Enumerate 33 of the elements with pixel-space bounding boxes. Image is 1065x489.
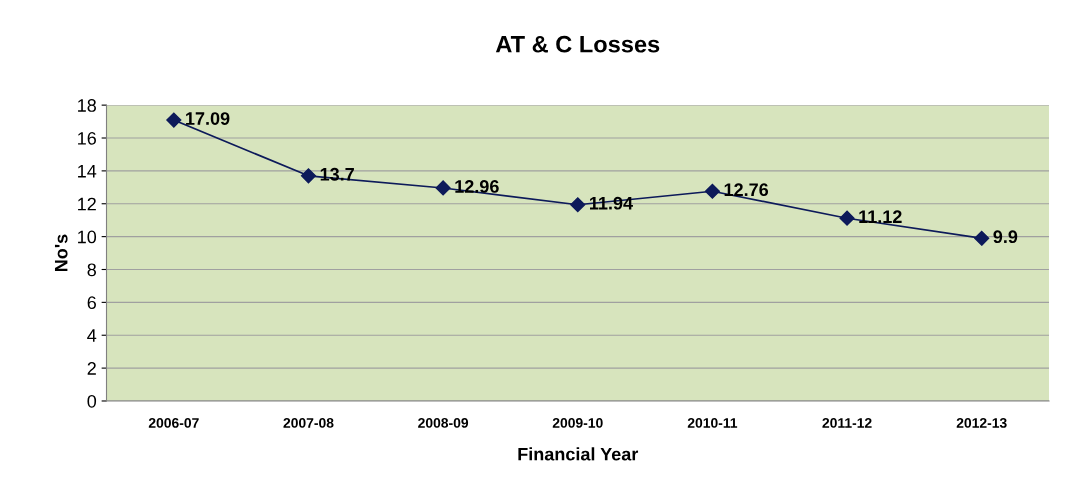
point — [839, 210, 855, 226]
point — [570, 197, 586, 213]
y-tick-label: 18 — [78, 99, 96, 112]
x-tick-label: 2011-12 — [822, 418, 872, 428]
y-tick-label: 14 — [78, 165, 97, 178]
y-tick-label: 0 — [87, 394, 97, 408]
data-label: 11.12 — [859, 210, 902, 223]
y-tick-label: 4 — [87, 329, 97, 342]
chart-title: AT & C Losses — [495, 35, 660, 53]
x-tick-label: 2007-08 — [283, 418, 334, 428]
y-axis-title: No's — [54, 234, 68, 272]
point — [704, 183, 720, 199]
y-tick-label: 10 — [78, 230, 97, 244]
y-tick-label: 16 — [78, 131, 96, 145]
point — [435, 180, 451, 196]
x-tick-label: 2012-13 — [956, 418, 1007, 428]
x-tick-label: 2008-09 — [418, 418, 469, 428]
data-label: 12.96 — [455, 180, 499, 193]
point — [300, 168, 317, 184]
data-label: 9.9 — [993, 230, 1018, 244]
point — [166, 112, 182, 128]
data-label: 12.76 — [724, 183, 769, 197]
data-label: 13.7 — [320, 167, 354, 181]
y-tick-label: 12 — [78, 197, 96, 211]
y-tick-label: 6 — [87, 296, 96, 310]
x-tick-label: 2009-10 — [552, 418, 603, 428]
x-tick-label: 2006-07 — [148, 418, 199, 428]
y-tick-label: 2 — [87, 362, 96, 375]
x-tick-label: 2010-11 — [687, 418, 738, 428]
data-label: 17.09 — [186, 112, 230, 125]
x-axis-title: Financial Year — [518, 447, 639, 461]
y-tick-label: 8 — [87, 263, 96, 277]
point — [974, 230, 990, 246]
